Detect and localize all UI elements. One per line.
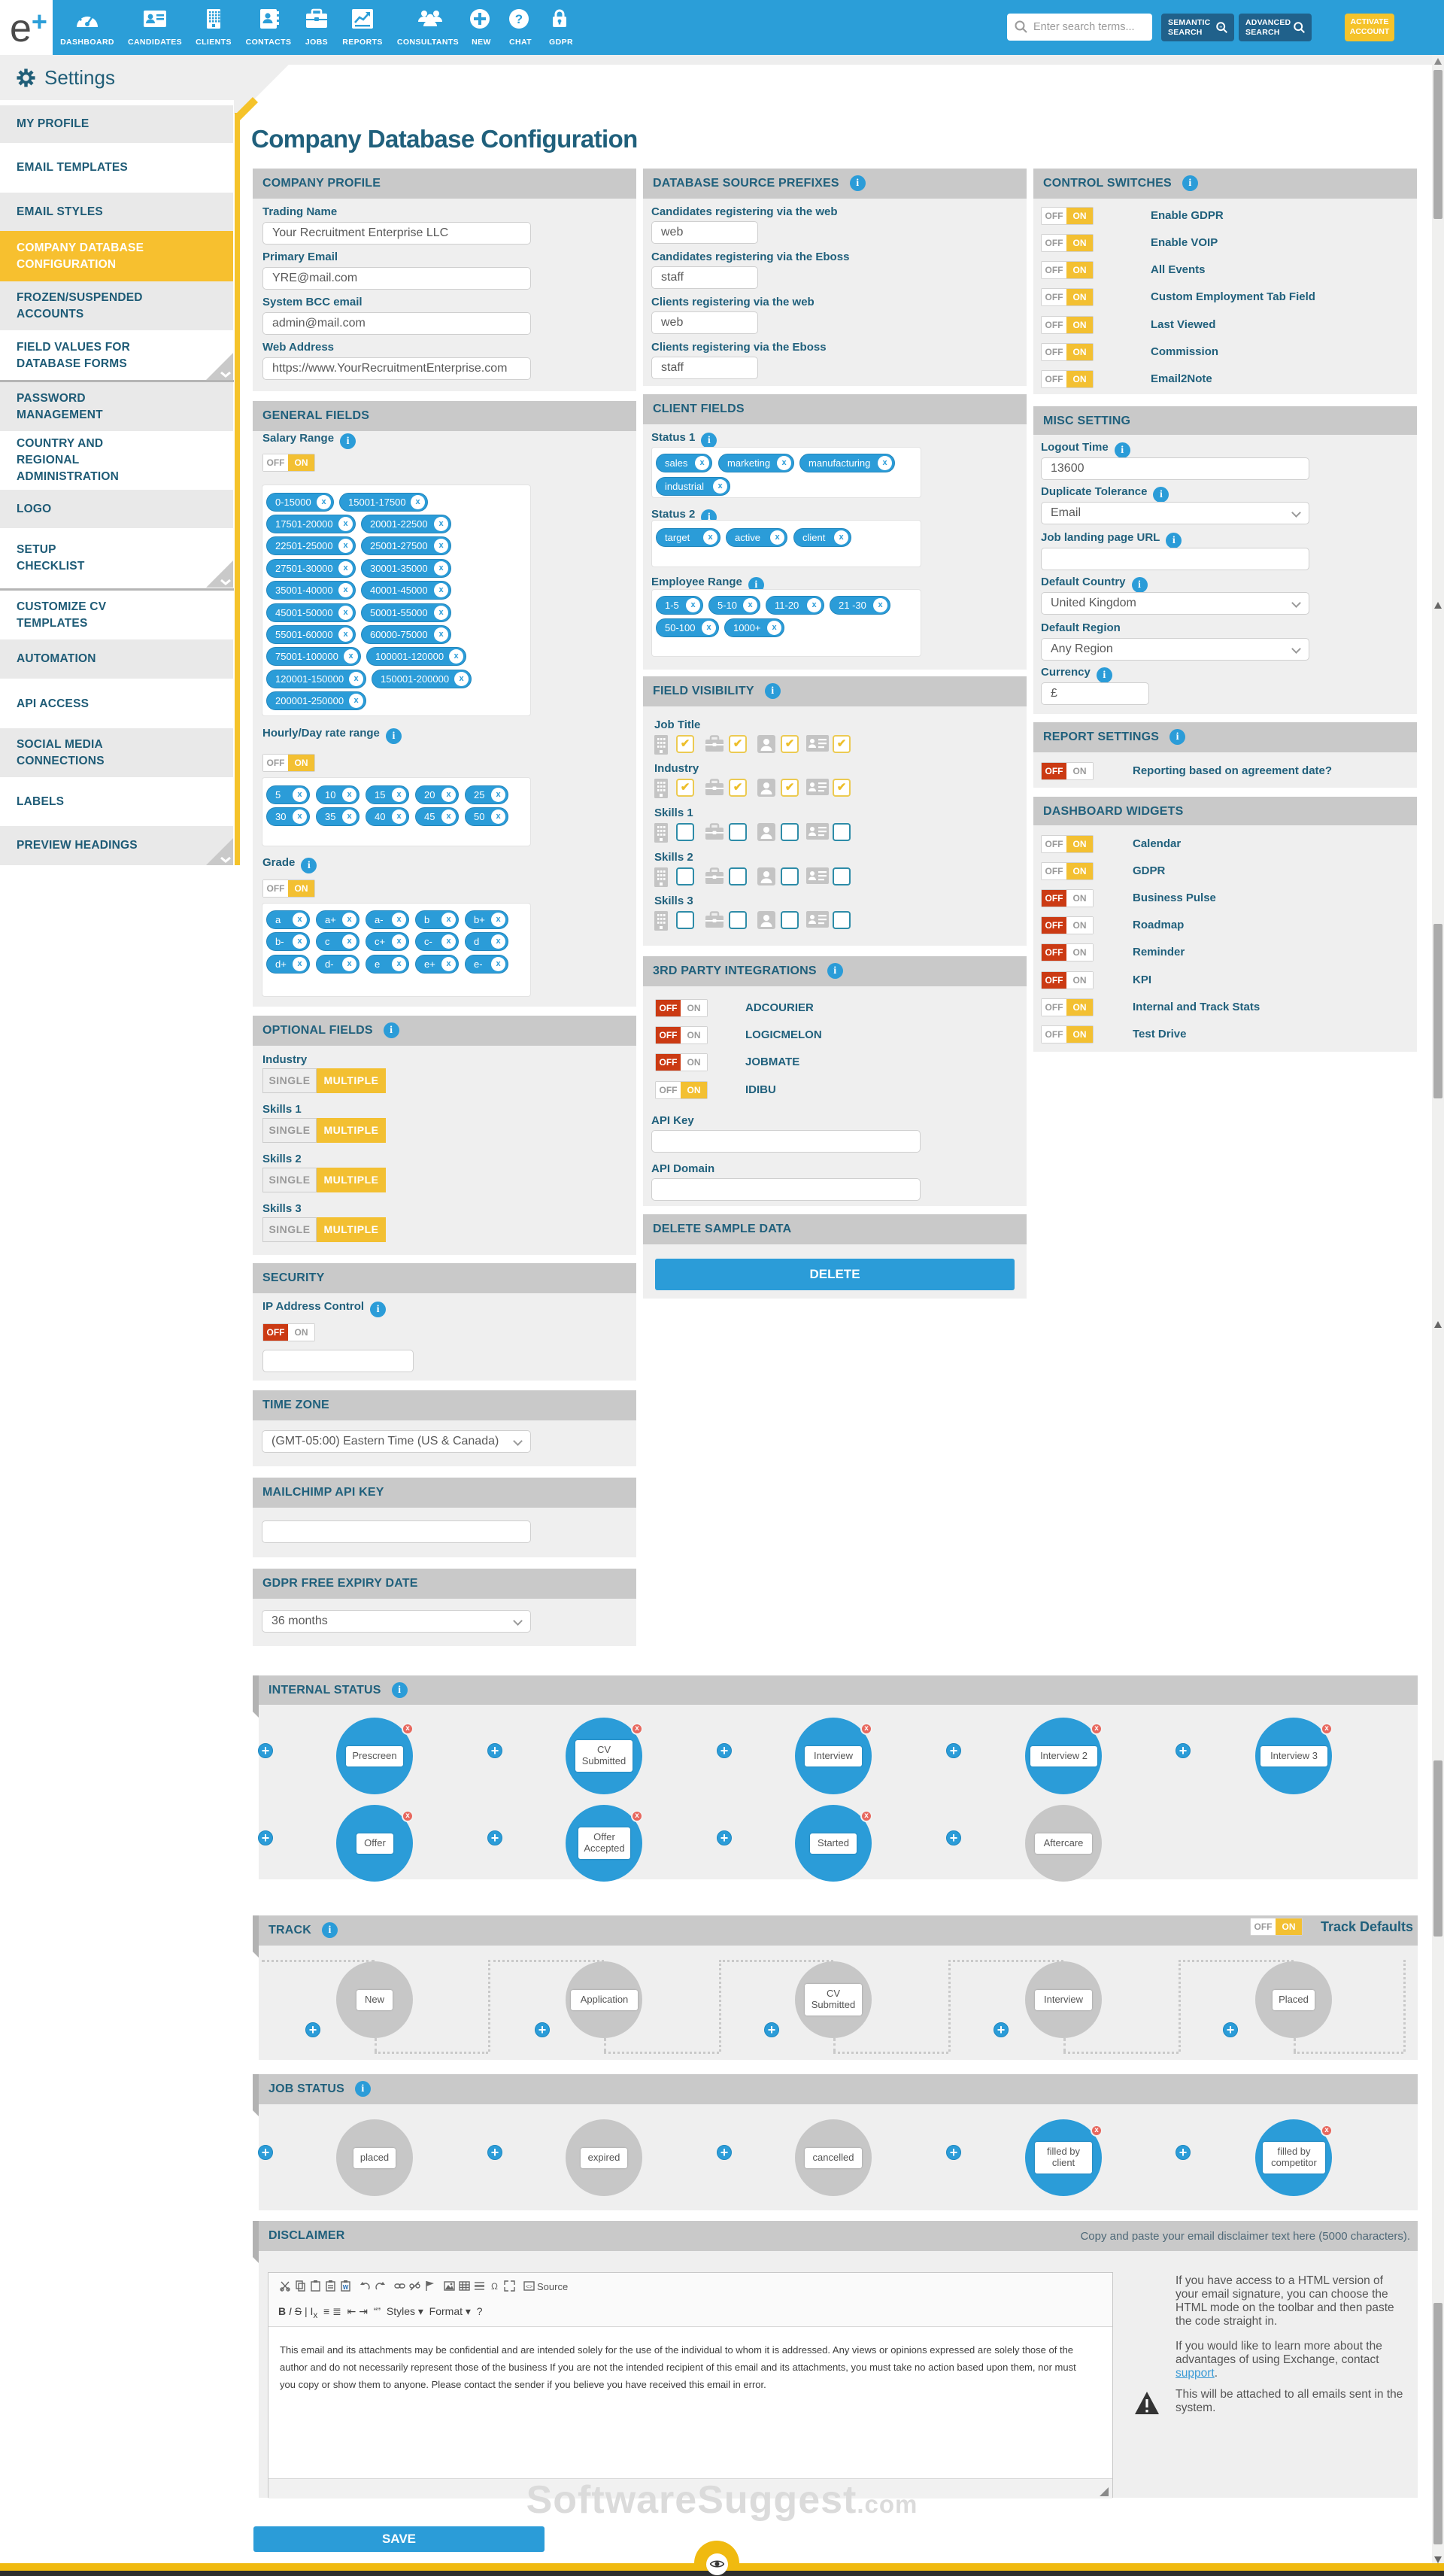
svg-text:+: + (1219, 23, 1222, 30)
svg-text:W: W (343, 2284, 349, 2291)
svg-text:Ω: Ω (491, 2281, 498, 2292)
svg-text:<>: <> (526, 2283, 533, 2290)
svg-text:?: ? (515, 12, 523, 26)
